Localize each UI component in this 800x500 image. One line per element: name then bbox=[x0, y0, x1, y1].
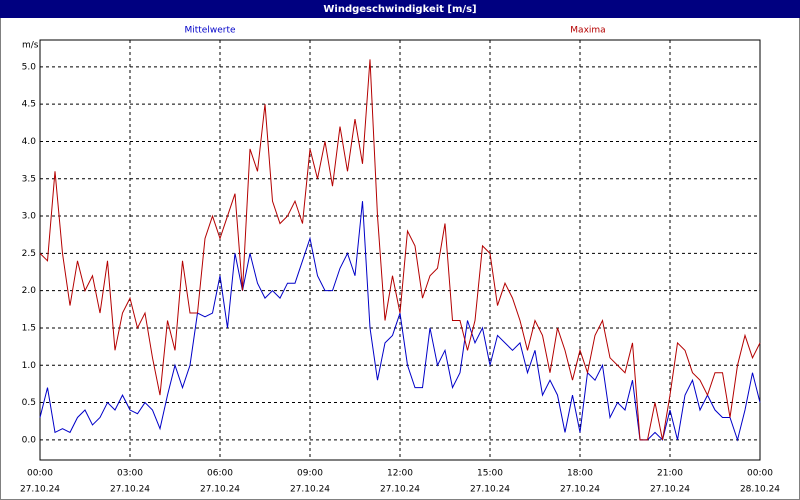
legend-entry: Maxima bbox=[570, 26, 605, 36]
x-tick-date: 27.10.24 bbox=[650, 485, 690, 495]
y-tick-label: 0.5 bbox=[22, 398, 36, 408]
chart-title: Windgeschwindigkeit [m/s] bbox=[323, 4, 476, 15]
x-tick-date: 27.10.24 bbox=[560, 485, 600, 495]
y-tick-label: 4.0 bbox=[22, 137, 37, 147]
x-tick-label: 18:00 bbox=[567, 469, 593, 479]
x-tick-label: 15:00 bbox=[477, 469, 503, 479]
x-tick-label: 21:00 bbox=[657, 469, 683, 479]
x-tick-label: 06:00 bbox=[207, 469, 233, 479]
y-unit: m/s bbox=[22, 41, 39, 51]
x-tick-date: 27.10.24 bbox=[110, 485, 150, 495]
legend-entry: Mittelwerte bbox=[184, 26, 235, 36]
x-tick-date: 27.10.24 bbox=[290, 485, 330, 495]
y-tick-label: 5.0 bbox=[22, 62, 37, 72]
x-tick-label: 00:00 bbox=[747, 469, 773, 479]
y-tick-label: 2.5 bbox=[22, 249, 36, 259]
x-tick-label: 03:00 bbox=[117, 469, 143, 479]
title-bar bbox=[0, 0, 800, 18]
x-tick-label: 00:00 bbox=[27, 469, 53, 479]
x-tick-date: 27.10.24 bbox=[20, 485, 60, 495]
y-tick-label: 1.5 bbox=[22, 323, 36, 333]
y-tick-label: 2.0 bbox=[22, 286, 37, 296]
y-tick-label: 4.5 bbox=[22, 100, 36, 110]
y-tick-label: 3.5 bbox=[22, 174, 36, 184]
x-tick-label: 09:00 bbox=[297, 469, 323, 479]
x-tick-label: 12:00 bbox=[387, 469, 413, 479]
x-tick-date: 27.10.24 bbox=[380, 485, 420, 495]
y-tick-label: 3.0 bbox=[22, 212, 37, 222]
x-tick-date: 27.10.24 bbox=[470, 485, 510, 495]
y-tick-label: 0.0 bbox=[22, 435, 37, 445]
x-tick-date: 28.10.24 bbox=[740, 485, 780, 495]
x-tick-date: 27.10.24 bbox=[200, 485, 240, 495]
y-tick-label: 1.0 bbox=[22, 361, 37, 371]
data-line bbox=[39, 59, 761, 441]
